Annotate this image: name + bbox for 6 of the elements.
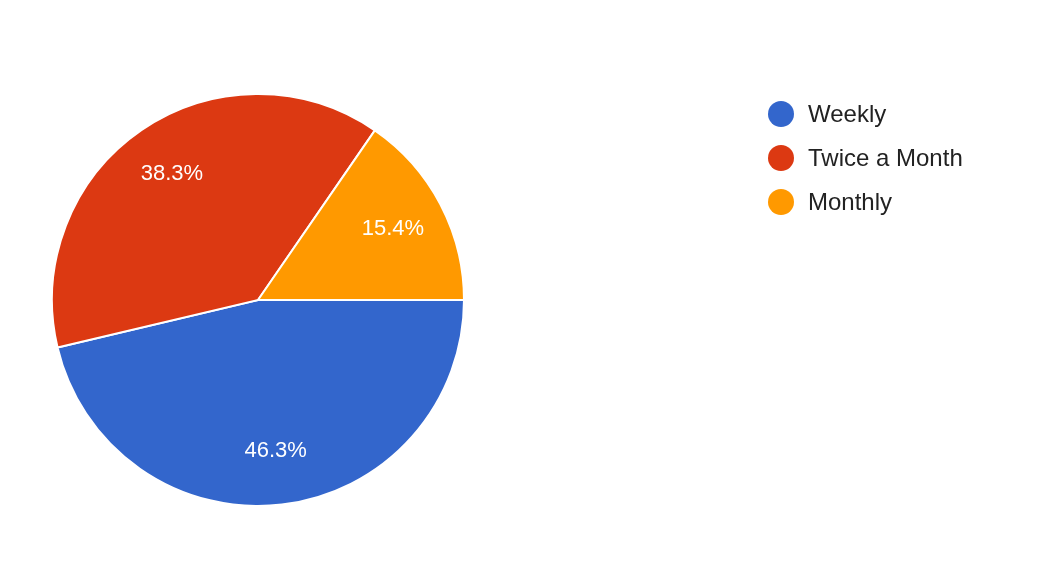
legend-label: Monthly bbox=[808, 188, 893, 216]
legend-label: Weekly bbox=[808, 100, 887, 128]
data-label: 46.3% bbox=[244, 437, 307, 463]
legend-label: Twice a Month bbox=[808, 144, 963, 172]
data-label: 38.3% bbox=[140, 160, 204, 186]
data-label: 15.4% bbox=[361, 215, 425, 241]
